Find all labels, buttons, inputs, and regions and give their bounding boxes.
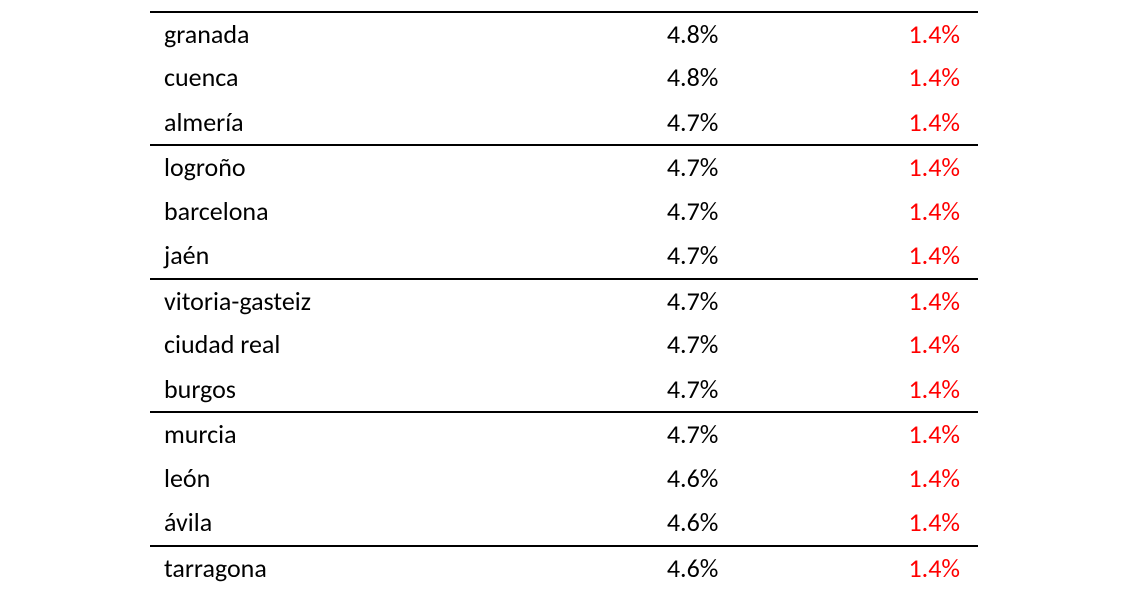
- cell-pct-red: 1.4%: [736, 328, 978, 360]
- cell-pct-red: 1.4%: [736, 506, 978, 538]
- cell-city: ávila: [150, 506, 521, 538]
- cell-pct-red: 1.4%: [736, 239, 978, 271]
- table-row: león4.6%1.4%: [150, 456, 978, 501]
- cell-pct-red: 1.4%: [736, 418, 978, 450]
- table-row: barcelona4.7%1.4%: [150, 189, 978, 234]
- table-row: tarragona4.6%1.4%: [150, 545, 978, 590]
- cell-pct-red: 1.4%: [736, 151, 978, 183]
- cell-pct-black: 4.7%: [521, 195, 736, 227]
- cell-city: valladolid: [150, 0, 521, 5]
- cell-pct-black: 4.7%: [521, 106, 736, 138]
- cell-pct-red: 1.4%: [736, 61, 978, 93]
- table-row: murcia4.7%1.4%: [150, 411, 978, 456]
- cell-city: burgos: [150, 373, 521, 405]
- cell-city: cuenca: [150, 61, 521, 93]
- cell-pct-red: 1.4%: [736, 285, 978, 317]
- cell-city: barcelona: [150, 195, 521, 227]
- table-row: jaén4.7%1.4%: [150, 233, 978, 278]
- table-row: ciudad real4.7%1.4%: [150, 322, 978, 367]
- cell-pct-black: 4.7%: [521, 151, 736, 183]
- cell-pct-red: 1.4%: [736, 106, 978, 138]
- cell-pct-black: 4.7%: [521, 328, 736, 360]
- cell-pct-black: 4.6%: [521, 462, 736, 494]
- cell-pct-black: 4.6%: [521, 552, 736, 584]
- table-row: ávila4.6%1.4%: [150, 500, 978, 545]
- cell-pct-red: 1.4%: [736, 18, 978, 50]
- cell-city: jaén: [150, 239, 521, 271]
- cell-pct-black: 4.6%: [521, 506, 736, 538]
- cell-pct-red: 1.4%: [736, 195, 978, 227]
- cell-pct-black: 4.7%: [521, 418, 736, 450]
- cell-pct-red: 1.4%: [736, 462, 978, 494]
- cell-pct-black: 4.8%: [521, 61, 736, 93]
- table-row: vitoria-gasteiz4.7%1.4%: [150, 278, 978, 323]
- cell-city: vitoria-gasteiz: [150, 285, 521, 317]
- cell-pct-red: 1.4%: [736, 373, 978, 405]
- cell-pct-red: 1.4%: [736, 552, 978, 584]
- data-table: valladolid4.8%1.4%granada4.8%1.4%cuenca4…: [150, 0, 978, 589]
- cell-pct-black: 4.8%: [521, 18, 736, 50]
- cell-pct-black: 4.8%: [521, 0, 736, 5]
- cell-pct-black: 4.7%: [521, 239, 736, 271]
- cell-pct-red: 1.4%: [736, 0, 978, 5]
- cell-city: almería: [150, 106, 521, 138]
- cell-pct-black: 4.7%: [521, 373, 736, 405]
- table-row: burgos4.7%1.4%: [150, 367, 978, 412]
- table-row: cuenca4.8%1.4%: [150, 55, 978, 100]
- cell-city: tarragona: [150, 552, 521, 584]
- cell-pct-black: 4.7%: [521, 285, 736, 317]
- table-row: granada4.8%1.4%: [150, 11, 978, 56]
- cell-city: granada: [150, 18, 521, 50]
- table-row: almería4.7%1.4%: [150, 100, 978, 145]
- table-row: valladolid4.8%1.4%: [150, 0, 978, 11]
- cell-city: logroño: [150, 151, 521, 183]
- table-row: logroño4.7%1.4%: [150, 144, 978, 189]
- cell-city: murcia: [150, 418, 521, 450]
- cell-city: león: [150, 462, 521, 494]
- cell-city: ciudad real: [150, 328, 521, 360]
